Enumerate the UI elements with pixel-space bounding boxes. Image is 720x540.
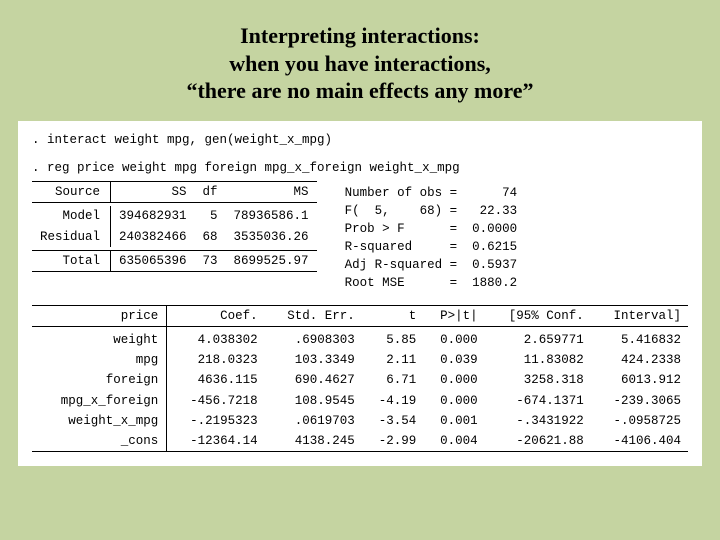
coef-row: mpg 218.0323 103.3349 2.11 0.039 11.8308… [32,350,688,370]
anova-hdr-df: df [195,181,226,202]
anova-hdr-ms: MS [226,181,317,202]
coef-row: weight_x_mpg -.2195323 .0619703 -3.54 0.… [32,411,688,431]
coef-row: foreign 4636.115 690.4627 6.71 0.000 325… [32,370,688,390]
stata-output-panel: . interact weight mpg, gen(weight_x_mpg)… [18,121,702,466]
model-stats: Number of obs = 74 F( 5, 68) = 22.33 Pro… [345,181,518,293]
anova-row-total: Total 635065396 73 8699525.97 [32,251,317,272]
coef-hdr-se: Std. Err. [265,305,362,326]
anova-hdr-source: Source [32,181,111,202]
command-line-1: . interact weight mpg, gen(weight_x_mpg) [32,131,688,149]
coef-hdr-coef: Coef. [167,305,265,326]
coefficients-table: price Coef. Std. Err. t P>|t| [95% Conf.… [32,305,688,452]
anova-row-residual: Residual 240382466 68 3535036.26 [32,227,317,247]
anova-row-model: Model 394682931 5 78936586.1 [32,206,317,226]
coef-row: weight 4.038302 .6908303 5.85 0.000 2.65… [32,330,688,350]
coef-hdr-ciu: Interval] [591,305,688,326]
slide-title: Interpreting interactions: when you have… [0,0,720,115]
title-line-3: “there are no main effects any more” [0,77,720,105]
slide: Interpreting interactions: when you have… [0,0,720,540]
coef-hdr-t: t [362,305,423,326]
anova-hdr-ss: SS [111,181,195,202]
command-line-2: . reg price weight mpg foreign mpg_x_for… [32,159,688,177]
coef-row: mpg_x_foreign -456.7218 108.9545 -4.19 0… [32,391,688,411]
title-line-1: Interpreting interactions: [0,22,720,50]
coef-hdr-var: price [32,305,167,326]
coef-hdr-cil: [95% Conf. [485,305,591,326]
title-line-2: when you have interactions, [0,50,720,78]
coef-hdr-p: P>|t| [423,305,484,326]
anova-block: Source SS df MS Model 394682931 5 789365… [32,181,688,293]
coef-row: _cons -12364.14 4138.245 -2.99 0.004 -20… [32,431,688,452]
anova-table: Source SS df MS Model 394682931 5 789365… [32,181,317,273]
